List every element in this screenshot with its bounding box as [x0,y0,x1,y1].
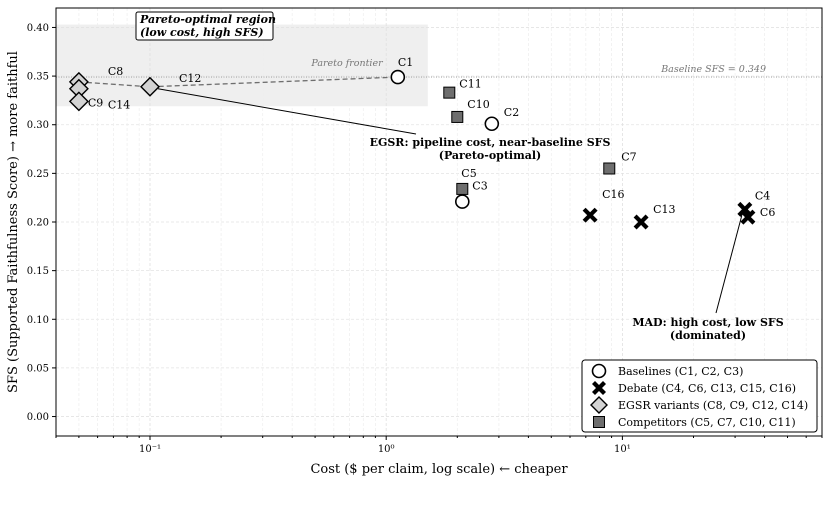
point-c12 [140,76,160,97]
point-c1 [390,69,406,85]
egsr-annotation-line1: EGSR: pipeline cost, near-baseline SFS [370,136,611,149]
label-c13: C13 [653,203,675,216]
point-c16 [582,207,598,223]
mad-arrow [715,215,743,314]
x-tick-label: 10⁰ [378,444,395,455]
x-axis-label: Cost ($ per claim, log scale) ← cheaper [310,462,568,477]
mad-annotation-line1: MAD: high cost, low SFS [632,316,783,329]
point-labels: C1 C2 C3 C4 C6 C13 C16 C8 C9 C14 C12 C5 C7 C10 C11 [88,56,775,219]
y-tick-label: 0.05 [27,363,49,374]
pareto-region-title-box: Pareto-optimal region (low cost, high SF… [135,11,276,41]
label-c14: C14 [108,98,130,111]
legend-entry: Debate (C4, C6, C13, C15, C16) [618,382,796,395]
label-c16: C16 [602,188,624,201]
point-c2 [484,116,500,132]
egsr-annotation-line2: (Pareto-optimal) [439,149,542,162]
label-c8: C8 [108,65,123,78]
label-c9: C9 [88,97,103,110]
y-tick-label: 0.40 [27,23,49,34]
label-c1: C1 [398,56,413,69]
annotation-arrows [157,88,743,314]
label-c12: C12 [179,72,201,85]
y-tick-label: 0.00 [27,412,49,423]
point-c5 [456,182,469,195]
label-c2: C2 [504,106,519,119]
legend-marker [593,416,605,428]
point-c10 [451,110,464,123]
point-c7 [603,162,616,175]
legend-marker [591,363,607,379]
point-c13 [633,214,649,230]
baseline-label: Baseline SFS = 0.349 [660,64,766,75]
pareto-region-subtitle: (low cost, high SFS) [140,26,264,39]
y-tick-label: 0.15 [27,266,49,277]
point-c14 [68,91,89,112]
x-tick-label: 10⁻¹ [139,444,161,455]
y-tick-label: 0.35 [27,72,49,83]
label-c6: C6 [760,206,775,219]
y-tick-label: 0.25 [27,169,49,180]
y-tick-label: 0.10 [27,315,49,326]
pareto-region-title: Pareto-optimal region [139,13,276,26]
legend-entry: Competitors (C5, C7, C10, C11) [618,416,796,429]
pareto-frontier-label: Pareto frontier [310,58,384,69]
y-axis-label: SFS (Supported Faithfulness Score) → mor… [6,51,21,393]
point-c6 [740,209,756,225]
point-c3 [454,194,470,209]
legend: Baselines (C1, C2, C3) Debate (C4, C6, C1… [581,359,818,433]
pareto-frontier-group [78,76,398,88]
mad-annotation-line2: (dominated) [670,329,746,342]
egsr-arrow [157,88,417,135]
label-c7: C7 [621,151,636,164]
legend-entry: EGSR variants (C8, C9, C12, C14) [618,399,808,412]
point-c11 [443,86,456,99]
legend-marker [590,396,608,414]
axes: 0.00 0.05 0.10 0.15 0.20 0.25 0.30 0.35 0.40 10⁻¹… [27,7,823,455]
label-c3: C3 [472,180,487,193]
y-tick-label: 0.20 [27,218,49,229]
x-tick-label: 10¹ [614,444,631,455]
label-c4: C4 [755,189,770,202]
label-c10: C10 [467,98,489,111]
data-points [68,69,756,230]
pareto-frontier-line [78,76,398,88]
label-c11: C11 [459,78,481,91]
legend-entry: Baselines (C1, C2, C3) [618,365,743,378]
label-c5: C5 [461,167,476,180]
y-tick-label: 0.30 [27,120,49,131]
legend-marker [592,381,606,395]
